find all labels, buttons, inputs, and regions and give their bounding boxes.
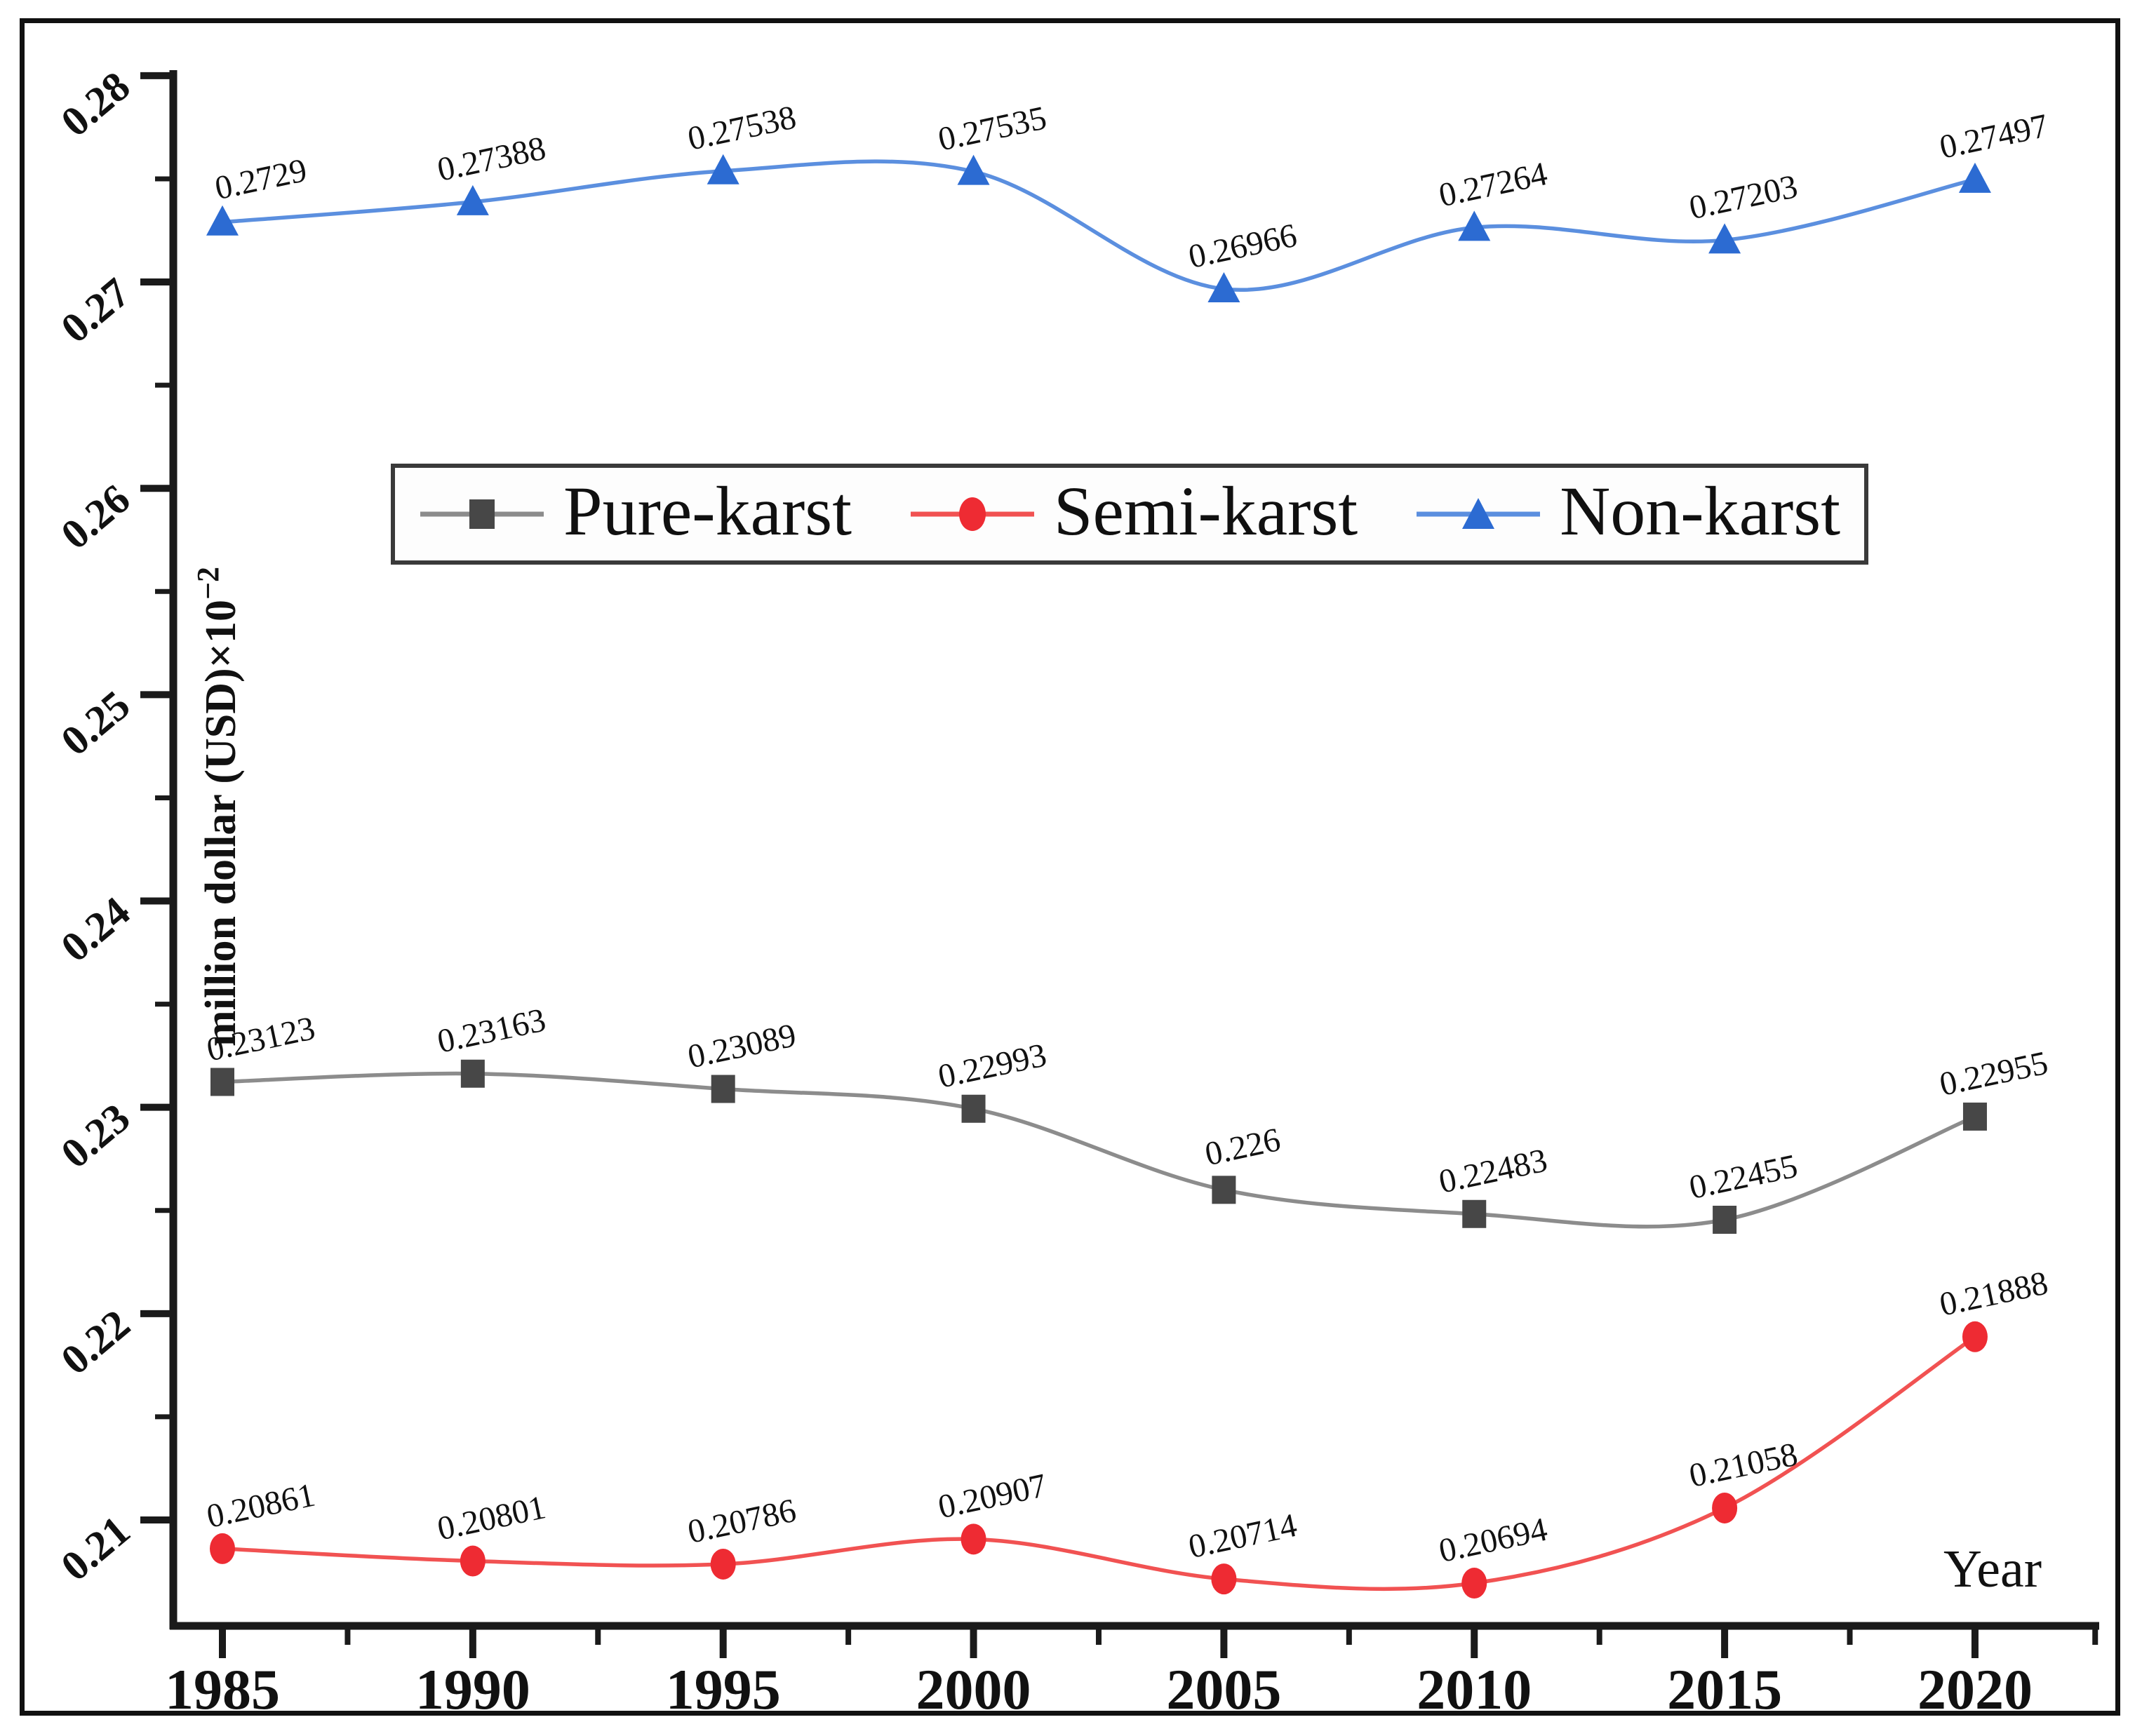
y-tick-label: 0.25: [52, 682, 138, 765]
data-label-semi-karst: 0.20907: [935, 1467, 1050, 1526]
data-label-semi-karst: 0.20801: [434, 1488, 549, 1547]
data-label-pure-karst: 0.22483: [1435, 1141, 1551, 1200]
data-label-semi-karst: 0.21058: [1686, 1436, 1801, 1495]
marker-square-pure-karst: [460, 1059, 485, 1088]
marker-triangle-non-karst: [707, 154, 739, 184]
series-line-semi-karst: [222, 1335, 1976, 1592]
data-label-non-karst: 0.27388: [434, 130, 549, 189]
marker-triangle-non-karst: [456, 184, 489, 215]
marker-square-pure-karst: [1962, 1102, 1987, 1131]
legend-label-pure-karst: Pure-karst: [563, 472, 852, 550]
marker-circle-semi-karst: [710, 1548, 736, 1580]
data-label-pure-karst: 0.23163: [434, 1001, 549, 1060]
marker-triangle-non-karst: [1458, 210, 1491, 241]
data-label-non-karst: 0.2729: [212, 152, 310, 207]
y-tick-label: 0.21: [52, 1507, 138, 1589]
data-label-pure-karst: 0.226: [1202, 1121, 1284, 1173]
y-tick-label: 0.28: [52, 62, 138, 145]
x-tick-label: 2015: [1667, 1657, 1782, 1721]
x-tick-label: 1985: [165, 1657, 280, 1721]
legend: Pure-karst Semi-karst Non-karst: [391, 464, 1868, 565]
x-tick-label: 2000: [916, 1657, 1031, 1721]
x-tick-label: 2010: [1417, 1657, 1532, 1721]
legend-label-non-karst: Non-karst: [1560, 472, 1840, 550]
marker-triangle-non-karst: [1958, 162, 1991, 193]
y-tick-label: 0.23: [52, 1094, 138, 1177]
marker-square-pure-karst: [1212, 1176, 1236, 1204]
y-tick-label: 0.26: [52, 476, 138, 558]
marker-triangle-non-karst: [1708, 223, 1741, 254]
marker-square-pure-karst: [1462, 1199, 1487, 1228]
data-label-pure-karst: 0.22955: [1936, 1044, 2051, 1103]
x-tick-label: 1990: [415, 1657, 530, 1721]
data-label-non-karst: 0.27535: [935, 99, 1050, 158]
pure-karst-marker-icon: [420, 499, 544, 529]
marker-circle-semi-karst: [210, 1533, 235, 1564]
semi-karst-marker-icon: [910, 497, 1034, 531]
marker-triangle-non-karst: [957, 154, 990, 185]
marker-circle-semi-karst: [1211, 1563, 1237, 1595]
data-label-non-karst: 0.27538: [685, 98, 800, 157]
figure-border: [20, 18, 2120, 1716]
marker-triangle-non-karst: [1207, 272, 1240, 303]
data-label-pure-karst: 0.22993: [935, 1036, 1050, 1095]
legend-item-pure-karst: Pure-karst: [419, 472, 852, 550]
data-label-non-karst: 0.27497: [1936, 107, 2051, 166]
marker-square-pure-karst: [210, 1068, 234, 1096]
marker-circle-semi-karst: [1461, 1568, 1487, 1599]
non-karst-marker-icon: [1417, 498, 1541, 529]
marker-circle-semi-karst: [960, 1523, 986, 1555]
data-label-non-karst: 0.27264: [1435, 155, 1551, 214]
marker-square-pure-karst: [711, 1075, 735, 1103]
legend-item-non-karst: Non-karst: [1415, 472, 1840, 550]
data-label-semi-karst: 0.21888: [1936, 1264, 2051, 1323]
data-label-semi-karst: 0.20861: [203, 1476, 319, 1535]
x-axis-title: Year: [1943, 1540, 2042, 1599]
data-label-pure-karst: 0.23089: [685, 1016, 800, 1075]
marker-circle-semi-karst: [1712, 1492, 1738, 1523]
data-label-semi-karst: 0.20714: [1185, 1507, 1300, 1566]
y-tick-label: 0.27: [52, 269, 138, 351]
series-line-non-karst: [222, 159, 1976, 292]
y-axis-title: million dollar (USD)×10−2: [191, 567, 245, 1047]
marker-square-pure-karst: [1713, 1205, 1737, 1234]
marker-square-pure-karst: [961, 1094, 986, 1123]
data-label-non-karst: 0.26966: [1185, 217, 1300, 276]
data-label-non-karst: 0.27203: [1686, 168, 1801, 227]
marker-triangle-non-karst: [206, 205, 239, 236]
marker-circle-semi-karst: [1962, 1321, 1988, 1352]
marker-circle-semi-karst: [460, 1545, 486, 1577]
series-line-pure-karst: [222, 1071, 1976, 1229]
data-label-semi-karst: 0.20694: [1435, 1511, 1551, 1570]
y-tick-label: 0.22: [52, 1300, 138, 1383]
y-tick-label: 0.24: [52, 888, 138, 971]
x-tick-label: 2020: [1917, 1657, 2033, 1721]
x-tick-label: 1995: [666, 1657, 781, 1721]
data-label-pure-karst: 0.22455: [1686, 1148, 1801, 1206]
legend-item-semi-karst: Semi-karst: [909, 472, 1358, 550]
data-label-semi-karst: 0.20786: [685, 1492, 800, 1551]
x-tick-label: 2005: [1166, 1657, 1281, 1721]
legend-label-semi-karst: Semi-karst: [1053, 472, 1358, 550]
